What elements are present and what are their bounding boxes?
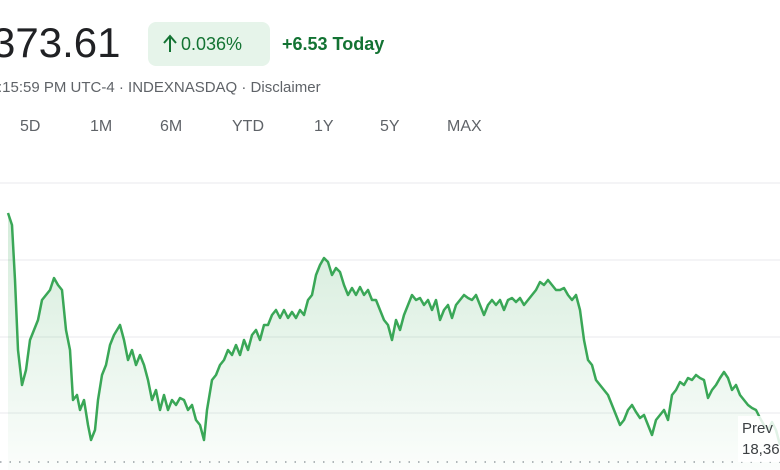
change-percent: 0.036% (181, 34, 242, 54)
range-tab[interactable]: 6M (160, 118, 182, 135)
previous-close-label: Prev (742, 420, 773, 437)
range-tab[interactable]: 5Y (380, 118, 400, 135)
annotation-bg (738, 416, 780, 462)
range-tab[interactable]: 1Y (314, 118, 334, 135)
up-arrow (163, 34, 177, 52)
previous-close-label: 18,36 (742, 441, 780, 458)
range-tab[interactable]: MAX (447, 118, 482, 135)
range-tab[interactable]: 1M (90, 118, 112, 135)
range-tab[interactable]: 5D (20, 118, 40, 135)
subline: :15:59 PM UTC-4 · INDEXNASDAQ · Disclaim… (0, 79, 321, 96)
change-today: +6.53 Today (282, 34, 384, 54)
price-line (6, 212, 780, 446)
range-tab[interactable]: YTD (232, 118, 264, 135)
price: 373.61 (0, 19, 120, 66)
change-badge (148, 22, 270, 66)
line-area (8, 213, 780, 470)
